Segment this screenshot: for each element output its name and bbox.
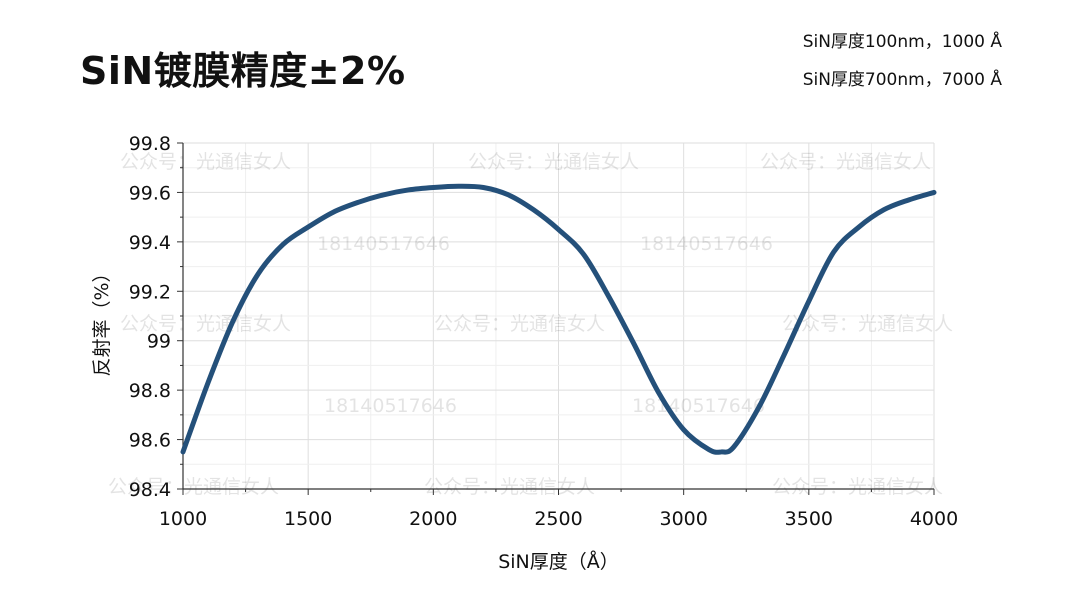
watermark-text: 公众号：光通信女人 — [120, 151, 291, 173]
y-tick-label: 98.6 — [129, 430, 171, 452]
x-tick-label: 2500 — [534, 508, 582, 530]
watermark-text: 18140517646 — [317, 233, 450, 255]
note-100nm: SiN厚度100nm，1000 Å — [802, 32, 1002, 52]
watermark-text: 公众号：光通信女人 — [108, 476, 279, 498]
y-tick-label: 99.2 — [129, 281, 171, 303]
watermark-text: 公众号：光通信女人 — [760, 151, 931, 173]
watermark-text: 18140517646 — [640, 233, 773, 255]
x-tick-label: 1500 — [284, 508, 332, 530]
watermark-text: 公众号：光通信女人 — [772, 476, 943, 498]
watermark-text: 公众号：光通信女人 — [468, 151, 639, 173]
y-axis-title: 反射率（%） — [91, 263, 113, 376]
x-tick-label: 2000 — [409, 508, 457, 530]
reflectance-line — [180, 183, 937, 455]
x-tick-label: 1000 — [159, 508, 207, 530]
x-tick-label: 3500 — [785, 508, 833, 530]
x-tick-label: 3000 — [659, 508, 707, 530]
x-axis-title: SiN厚度（Å） — [498, 550, 619, 573]
axes: 1000 1500 2000 2500 3000 3500 4000 98.4 98.6 98.8… — [129, 133, 958, 530]
watermark-text: 公众号：光通信女人 — [434, 313, 605, 335]
x-tick-label: 4000 — [910, 508, 958, 530]
watermark-text: 公众号：光通信女人 — [120, 313, 291, 335]
y-tick-label: 99.4 — [129, 232, 171, 254]
y-tick-label: 98.4 — [129, 479, 171, 501]
watermark-text: 18140517646 — [632, 395, 765, 417]
series — [180, 183, 937, 455]
y-tick-label: 99 — [147, 331, 171, 353]
thickness-notes: SiN厚度100nm，1000 Å SiN厚度700nm，7000 Å — [803, 32, 1002, 108]
slide-title: SiN镀膜精度±2% — [80, 49, 406, 93]
watermark-text: 18140517646 — [324, 395, 457, 417]
note-700nm: SiN厚度700nm，7000 Å — [802, 70, 1002, 90]
watermark-text: 公众号：光通信女人 — [424, 476, 595, 498]
y-tick-label: 99.6 — [129, 182, 171, 204]
y-tick-label: 98.8 — [129, 380, 171, 402]
y-tick-label: 99.8 — [129, 133, 171, 155]
watermark-text: 公众号：光通信女人 — [782, 313, 953, 335]
